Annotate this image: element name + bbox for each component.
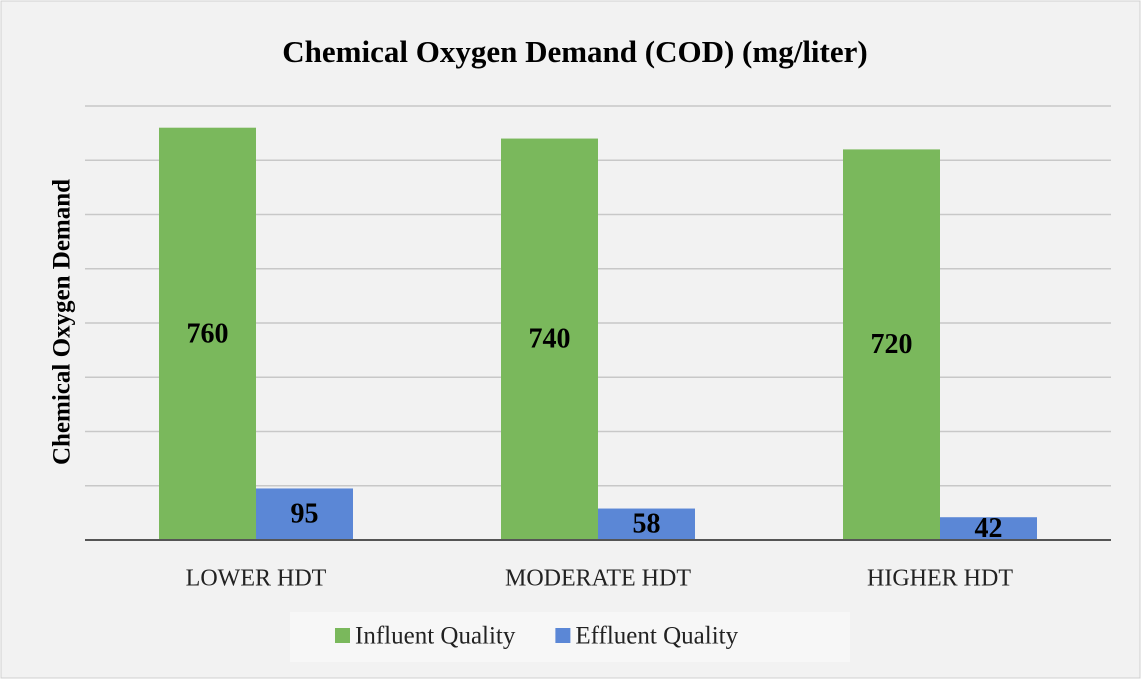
- legend-label: Effluent Quality: [575, 623, 738, 650]
- x-tick-label: LOWER HDT: [186, 566, 327, 592]
- bar: [256, 488, 353, 540]
- bar: [598, 508, 695, 540]
- data-label: 42: [975, 513, 1003, 544]
- bar: [843, 149, 940, 540]
- x-tick-label: HIGHER HDT: [867, 566, 1013, 592]
- legend-swatch: [335, 628, 350, 643]
- legend-label: Influent Quality: [355, 623, 516, 650]
- bar: [501, 138, 598, 541]
- data-label: 58: [633, 509, 661, 540]
- legend-swatch: [555, 628, 571, 643]
- data-label: 95: [291, 499, 319, 530]
- data-label: 740: [529, 324, 571, 355]
- y-axis-label: Chemical Oxygen Demand: [49, 179, 76, 465]
- chart-title: Chemical Oxygen Demand (COD) (mg/liter): [282, 34, 867, 69]
- bar: [940, 517, 1037, 540]
- data-label: 720: [871, 329, 913, 360]
- data-label: 760: [187, 318, 229, 349]
- bar: [159, 127, 256, 540]
- x-tick-label: MODERATE HDT: [505, 566, 691, 592]
